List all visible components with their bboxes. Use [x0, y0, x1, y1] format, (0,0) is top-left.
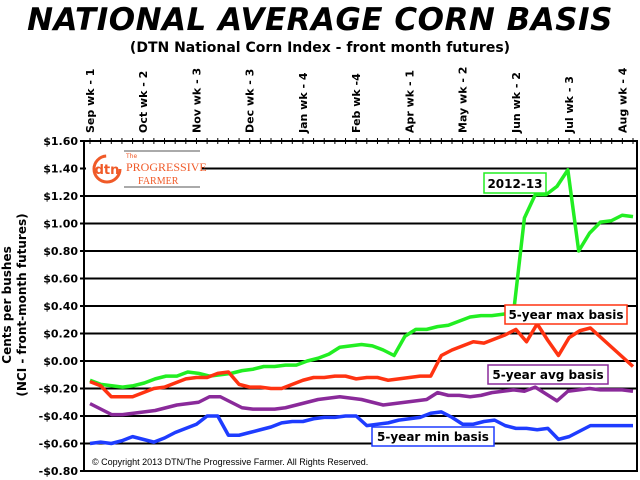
x-tick-label: Jun wk - 2: [510, 72, 523, 134]
legend-box: [487, 364, 609, 385]
y-tick-label: $0.20: [43, 328, 78, 341]
y-tick-label: $0.40: [43, 300, 78, 313]
legend-label: 2012-13: [487, 177, 542, 191]
legend-box: [371, 426, 495, 447]
y-tick-label: $1.00: [43, 218, 78, 231]
series-line-3: [89, 410, 633, 446]
logo-progressive: PROGRESSIVE: [126, 160, 207, 174]
series-line-1: [89, 322, 635, 399]
x-tick-label: Nov wk - 3: [190, 68, 203, 133]
x-tick-label: Feb wk -4: [350, 73, 363, 133]
y-tick-label: -$0.80: [39, 465, 79, 478]
x-tick-label: Apr wk - 1: [403, 70, 416, 133]
legend-label: 5-year min basis: [377, 430, 489, 444]
x-tick-label: Aug wk - 4: [616, 67, 629, 133]
legend-label: 5-year max basis: [508, 308, 623, 322]
x-tick-label: Jul wk - 3: [563, 76, 576, 134]
x-tick-label: Jan wk - 4: [297, 72, 310, 134]
logo-dtn: dtn: [95, 163, 120, 178]
x-tick-label: Sep wk - 1: [84, 69, 97, 133]
y-tick-label: $1.40: [43, 163, 78, 176]
x-tick-label: May wk - 2: [457, 67, 470, 133]
chart-subtitle: (DTN National Corn Index - front month f…: [129, 40, 511, 56]
y-tick-label: $1.20: [43, 190, 78, 203]
y-tick-label: $0.80: [43, 245, 78, 258]
series-line-0: [89, 168, 634, 389]
y-tick-label: $0.00: [43, 355, 78, 368]
y-tick-label: -$0.60: [39, 438, 79, 451]
logo-farmer: FARMER: [138, 176, 179, 187]
copyright-text: © Copyright 2013 DTN/The Progressive Far…: [92, 457, 368, 467]
x-tick-label: Oct wk - 2: [137, 71, 150, 133]
y-tick-label: -$0.40: [39, 410, 79, 423]
plot-frame: [83, 140, 638, 472]
chart-title: NATIONAL AVERAGE CORN BASIS: [27, 2, 613, 38]
legend-label: 5-year avg basis: [492, 368, 603, 382]
logo-the: The: [125, 153, 137, 160]
legend-box: [504, 304, 628, 325]
legend-box: [483, 172, 547, 194]
series-line-2: [89, 385, 634, 417]
logo-ring: [92, 154, 122, 184]
y-tick-label: $1.60: [43, 135, 78, 148]
y-tick-label: $0.60: [43, 273, 78, 286]
y-tick-label: -$0.20: [39, 383, 79, 396]
x-tick-label: Dec wk - 3: [244, 69, 257, 133]
